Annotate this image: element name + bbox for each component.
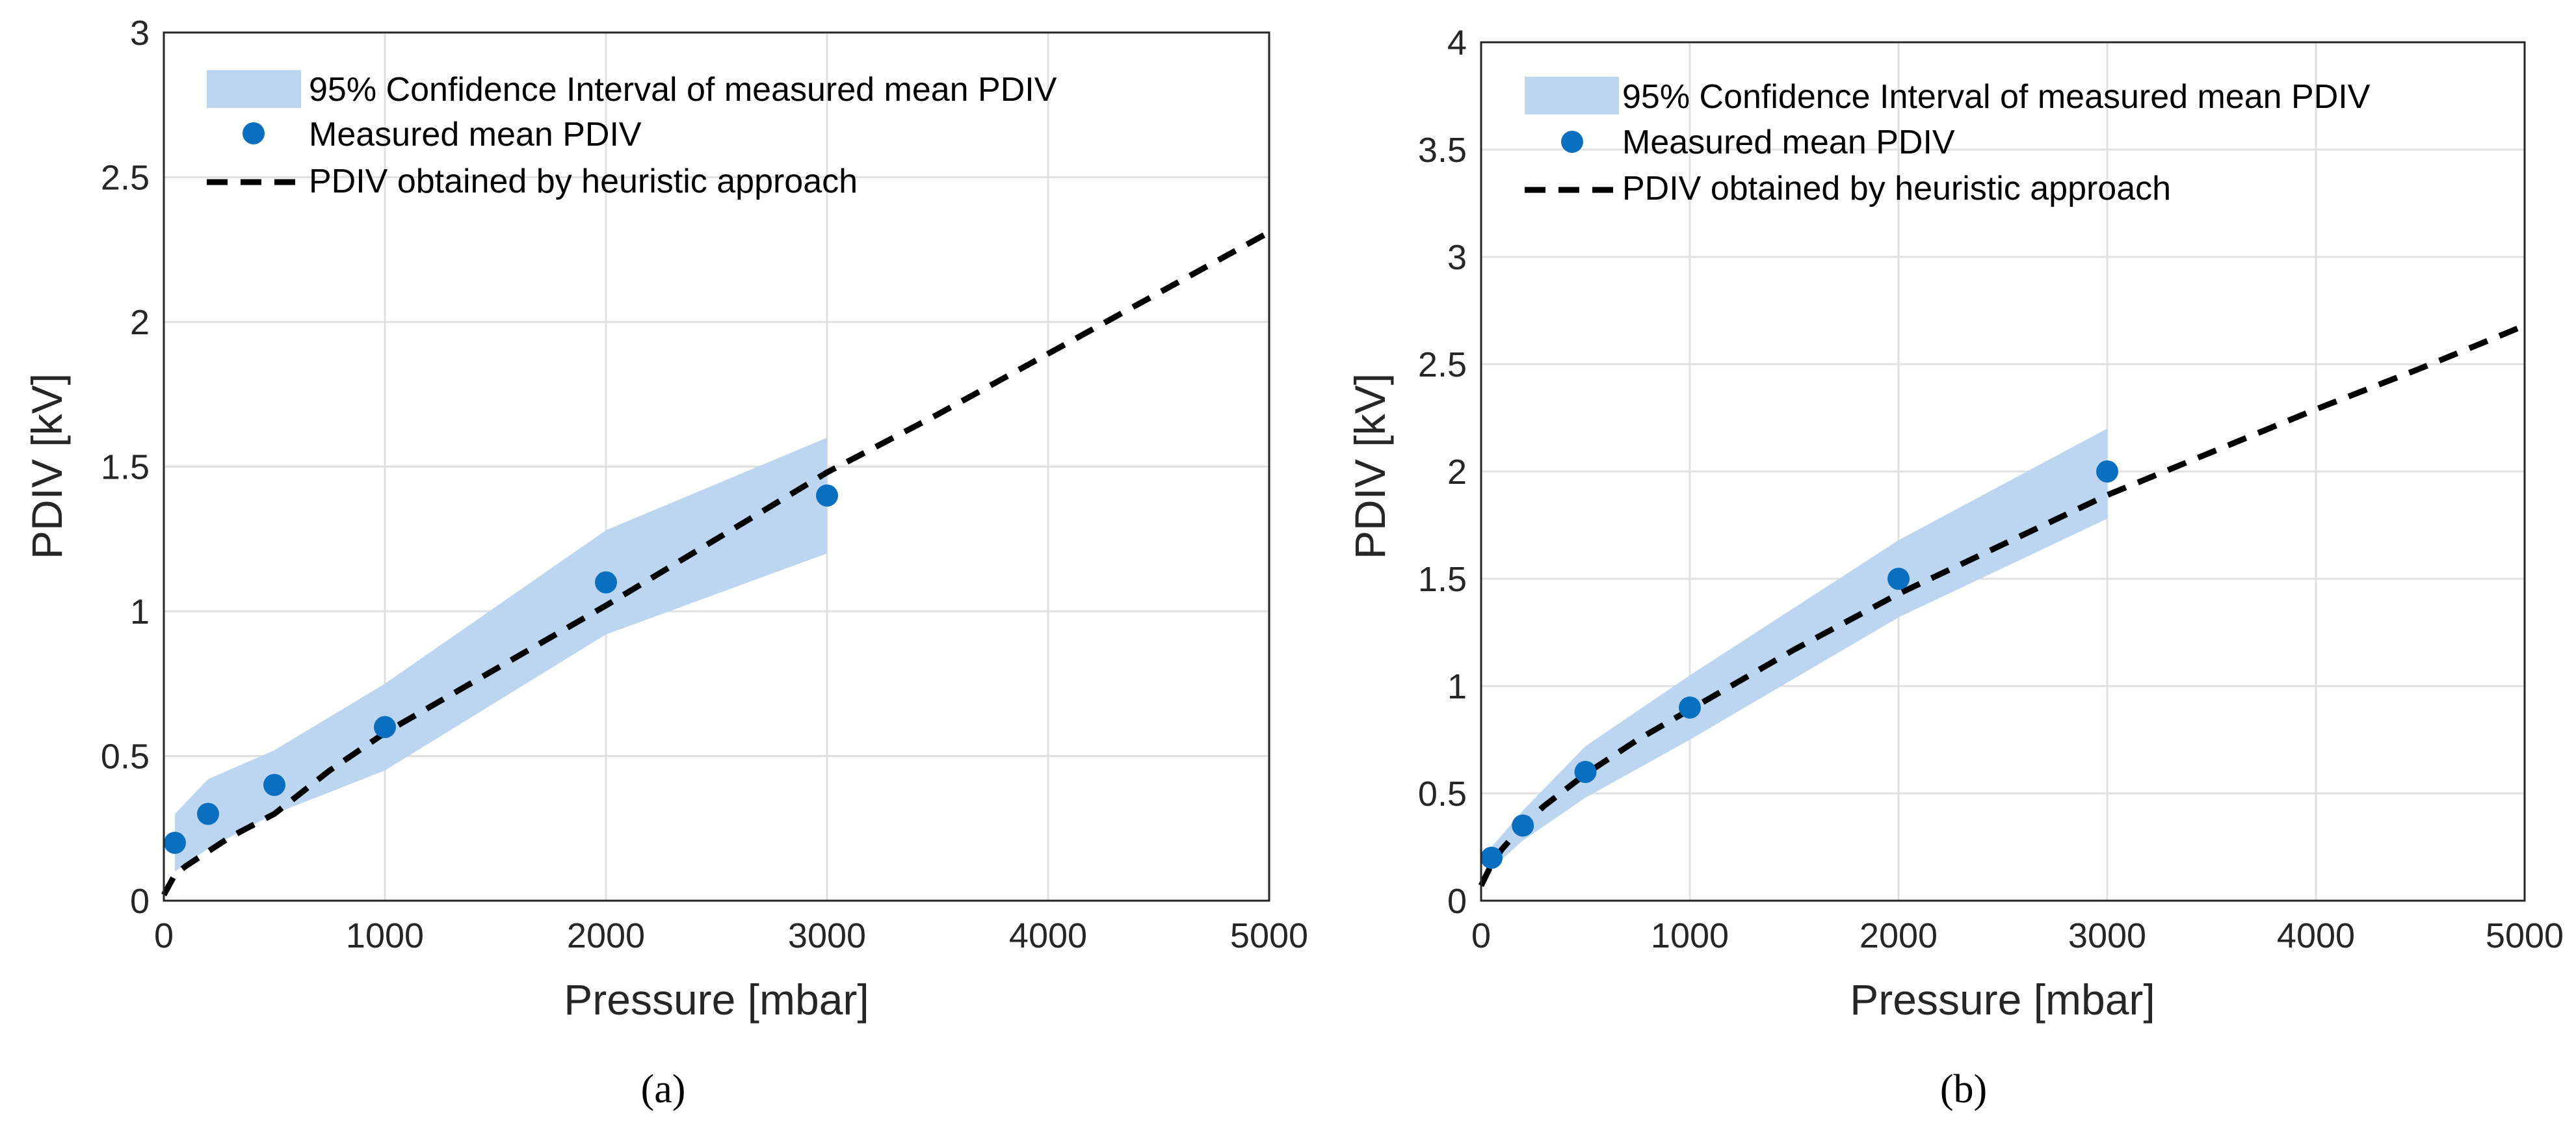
chart-panel-a: 0 1000 2000 3000 4000 5000 0 0.5 1 1.5 2 2.5 3 Pres… [23, 14, 1308, 1111]
data-point [164, 832, 186, 854]
data-point [2096, 460, 2118, 483]
legend: 95% Confidence Interval of measured mean… [1525, 77, 2371, 207]
legend-label-heuristic: PDIV obtained by heuristic approach [309, 163, 858, 200]
measured-markers [1480, 460, 2118, 869]
y-tick-label: 0 [1447, 882, 1467, 921]
x-tick-label: 0 [1471, 916, 1491, 955]
y-tick-label: 2 [130, 303, 150, 342]
x-tick-label: 2000 [567, 916, 645, 955]
legend-label-band: 95% Confidence Interval of measured mean… [1622, 78, 2371, 116]
y-tick-label: 4 [1447, 23, 1467, 62]
y-tick-label: 2.5 [1418, 345, 1467, 384]
x-tick-label: 3000 [2068, 916, 2146, 955]
chart-panel-b: 0 1000 2000 3000 4000 5000 00.511.522.533.54 … [1346, 23, 2564, 1111]
legend: 95% Confidence Interval of measured mean… [207, 70, 1057, 200]
x-tick-label: 0 [154, 916, 174, 955]
legend-label-heuristic: PDIV obtained by heuristic approach [1622, 170, 2171, 207]
y-tick-label: 0.5 [1418, 775, 1467, 814]
legend-swatch-marker [243, 122, 265, 144]
x-tick-label: 4000 [2277, 916, 2355, 955]
heuristic-curve [161, 230, 1271, 897]
legend-label-band: 95% Confidence Interval of measured mean… [309, 71, 1057, 109]
data-point [263, 774, 285, 796]
legend-swatch-band [1525, 77, 1619, 114]
x-tick-label: 3000 [788, 916, 866, 955]
y-tick-label: 3 [1447, 238, 1467, 277]
legend-label-measured: Measured mean PDIV [1622, 124, 1955, 161]
y-tick-label: 1 [130, 592, 150, 631]
x-axis-label: Pressure [mbar] [1850, 975, 2155, 1024]
y-tick-label: 2 [1447, 453, 1467, 492]
legend-label-measured: Measured mean PDIV [309, 116, 642, 153]
caption-a: (a) [641, 1067, 686, 1111]
x-tick-labels: 0 1000 2000 3000 4000 5000 [1471, 916, 2564, 955]
measured-markers [164, 484, 838, 854]
heuristic-curve [1478, 323, 2526, 887]
y-tick-label: 1.5 [101, 448, 150, 487]
y-tick-label: 2.5 [101, 159, 150, 198]
caption-b: (b) [1940, 1067, 1987, 1111]
axes-frame [163, 31, 1270, 902]
data-point [595, 571, 617, 594]
data-point [1480, 847, 1503, 869]
x-tick-label: 1000 [1651, 916, 1729, 955]
legend-swatch-band [207, 70, 301, 108]
y-axis-label: PDIV [kV] [23, 373, 71, 559]
y-tick-label: 1 [1447, 667, 1467, 706]
data-point [197, 802, 219, 825]
legend-swatch-marker [1561, 131, 1583, 153]
x-tick-labels: 0 1000 2000 3000 4000 5000 [154, 916, 1308, 955]
axes-frame [1480, 41, 2526, 902]
data-point [1574, 761, 1597, 783]
confidence-band [175, 438, 827, 872]
x-tick-label: 4000 [1009, 916, 1087, 955]
data-point [374, 716, 396, 738]
y-tick-labels: 0 0.5 1 1.5 2 2.5 3 3.5 4 [1418, 23, 1467, 921]
x-axis-label: Pressure [mbar] [564, 975, 869, 1024]
x-tick-label: 1000 [346, 916, 424, 955]
y-axis-label: PDIV [kV] [1346, 373, 1394, 559]
gridlines [1481, 42, 2525, 901]
data-point [1679, 696, 1701, 719]
x-tick-label: 2000 [1860, 916, 1938, 955]
y-tick-label: 0 [130, 882, 150, 921]
x-tick-label: 5000 [2486, 916, 2564, 955]
y-tick-label: 1.5 [1418, 560, 1467, 599]
x-tick-label: 5000 [1230, 916, 1308, 955]
data-point [816, 484, 838, 507]
y-tick-labels: 0 0.5 1 1.5 2 2.5 3 [101, 14, 150, 921]
y-tick-label: 3.5 [1418, 131, 1467, 170]
y-tick-label: 0.5 [101, 737, 150, 776]
data-point [1512, 814, 1534, 837]
y-tick-label: 3 [130, 14, 150, 53]
data-point [1887, 568, 1910, 590]
